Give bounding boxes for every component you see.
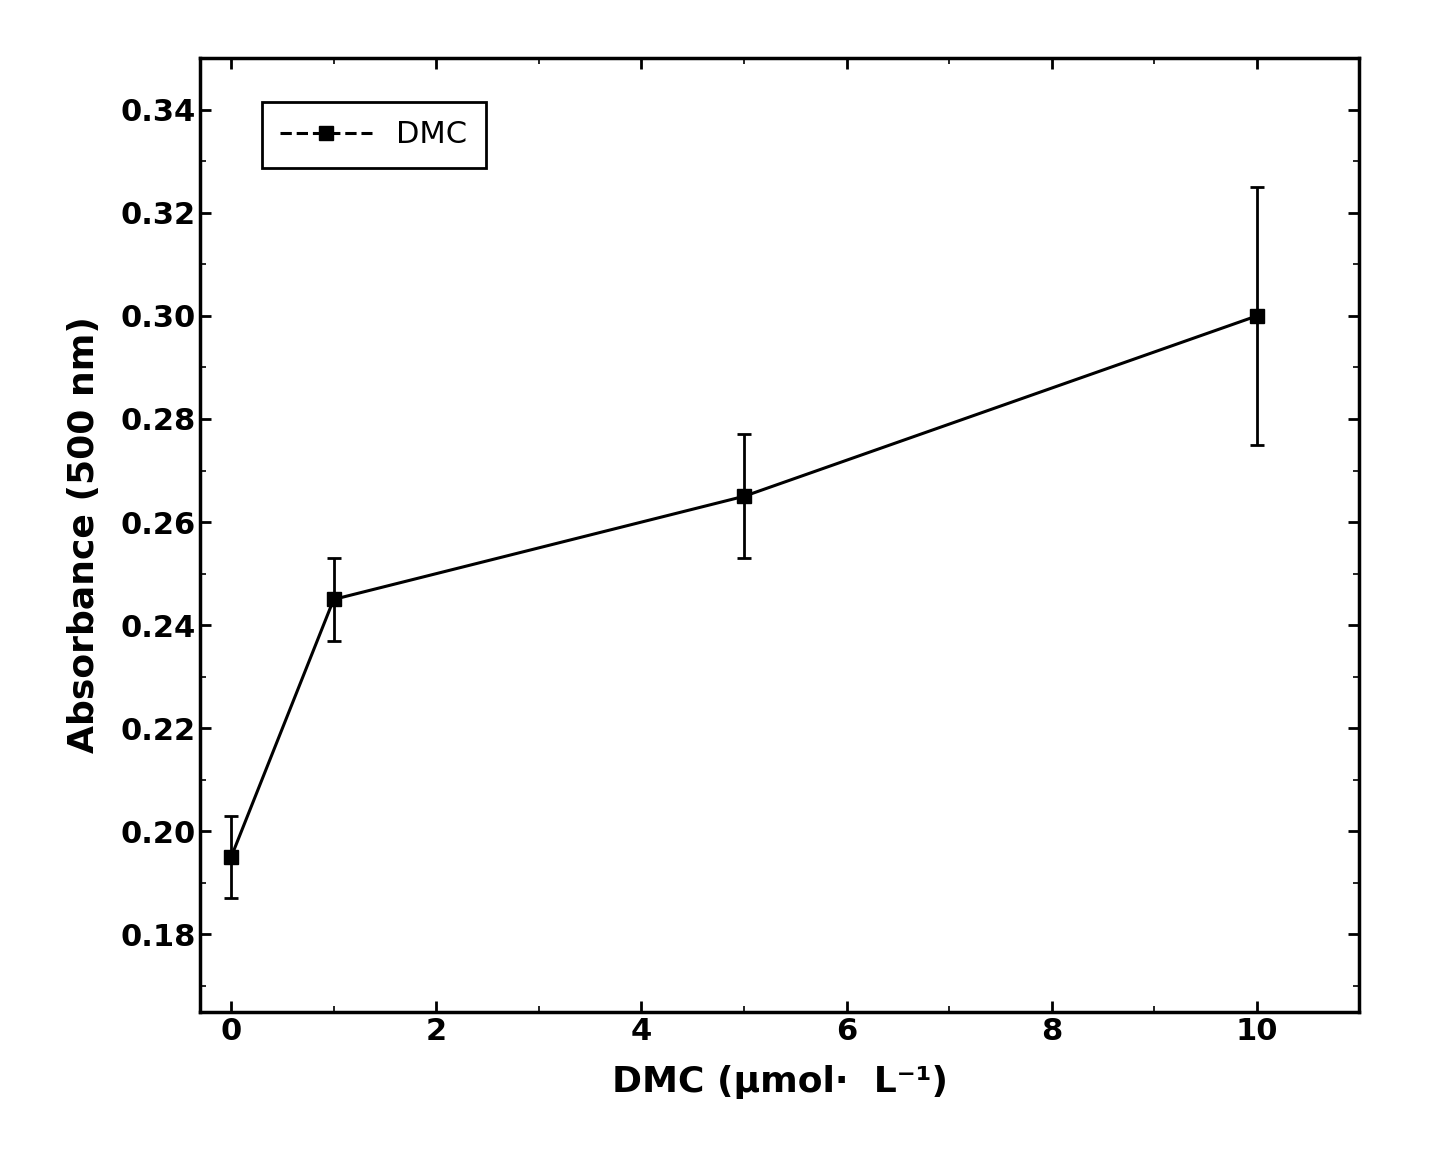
X-axis label: DMC (μmol·  L⁻¹): DMC (μmol· L⁻¹) (612, 1065, 947, 1099)
Y-axis label: Absorbance (500 nm): Absorbance (500 nm) (67, 316, 100, 754)
Legend: DMC: DMC (262, 102, 487, 167)
